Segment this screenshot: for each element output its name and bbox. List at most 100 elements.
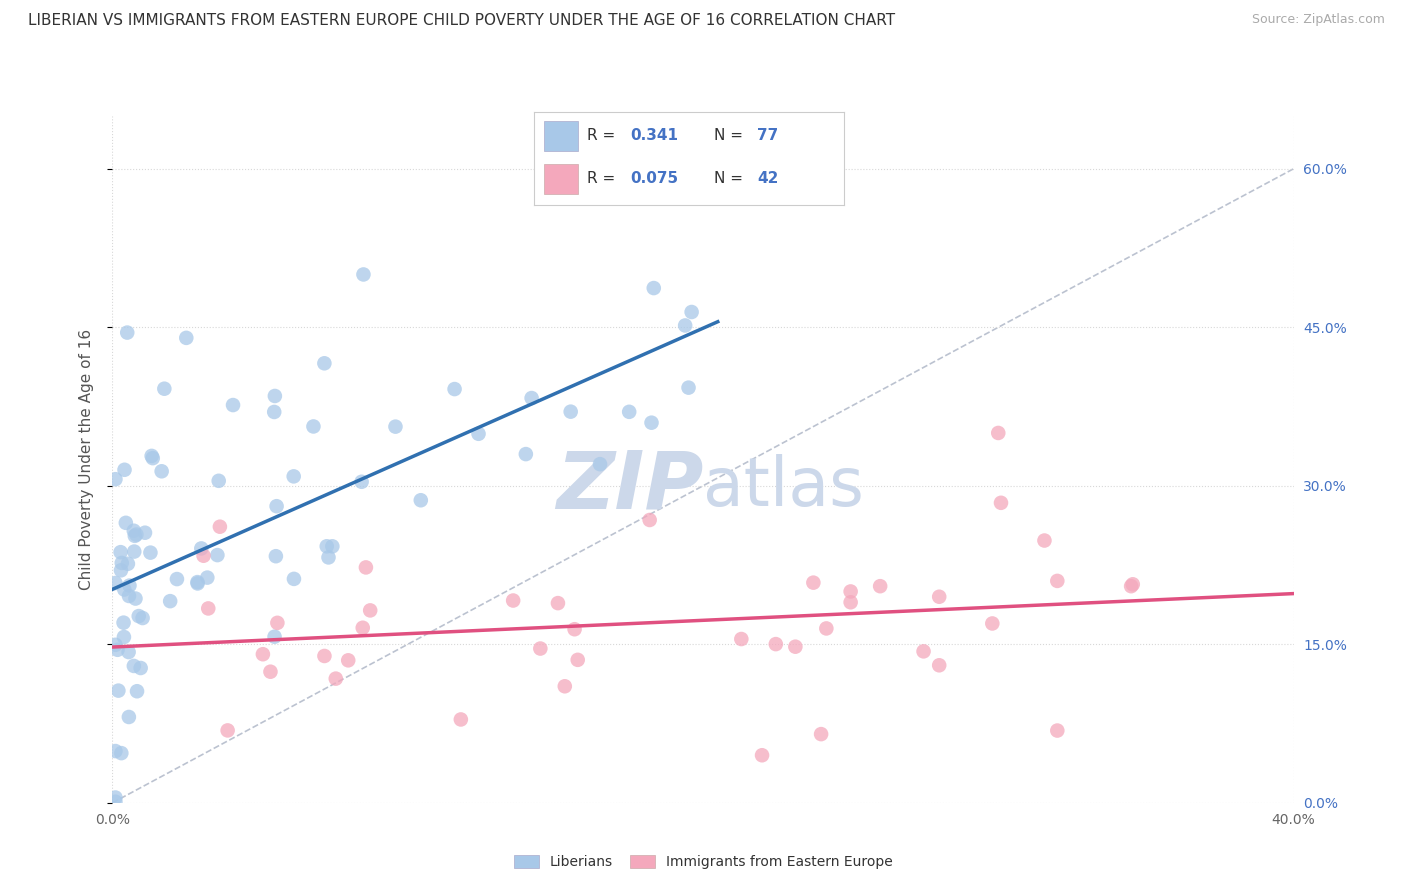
Point xyxy=(207,548,229,562)
Point xyxy=(150,464,173,478)
Point xyxy=(266,499,288,513)
Text: Source: ZipAtlas.com: Source: ZipAtlas.com xyxy=(1251,13,1385,27)
Point xyxy=(128,609,150,624)
Point xyxy=(302,419,325,434)
Point xyxy=(589,457,612,471)
Point xyxy=(110,563,132,577)
Point xyxy=(314,648,336,663)
Point xyxy=(928,590,950,604)
Point xyxy=(803,575,825,590)
Point xyxy=(1033,533,1056,548)
Point xyxy=(547,596,569,610)
Point xyxy=(325,672,347,686)
Point xyxy=(554,679,576,693)
Point xyxy=(208,474,231,488)
Point xyxy=(104,795,127,809)
Point xyxy=(124,591,146,606)
Text: N =: N = xyxy=(714,128,748,144)
Point xyxy=(815,622,838,636)
Point xyxy=(990,496,1012,510)
Point xyxy=(122,544,145,558)
Point xyxy=(139,546,162,560)
Point xyxy=(520,391,543,405)
Point xyxy=(193,549,215,563)
Point xyxy=(467,426,489,441)
Point xyxy=(110,746,132,760)
Point xyxy=(104,638,127,652)
Point xyxy=(981,616,1004,631)
Text: R =: R = xyxy=(586,128,620,144)
Point xyxy=(129,661,152,675)
Legend: Liberians, Immigrants from Eastern Europe: Liberians, Immigrants from Eastern Europ… xyxy=(508,850,898,875)
Point xyxy=(186,575,208,590)
Point xyxy=(166,572,188,586)
Point xyxy=(217,723,239,738)
Text: ZIP: ZIP xyxy=(555,448,703,526)
Point xyxy=(681,305,703,319)
Point xyxy=(110,545,132,559)
Point xyxy=(350,475,373,489)
Point xyxy=(443,382,465,396)
Point xyxy=(112,582,135,597)
Point xyxy=(730,632,752,646)
Point xyxy=(112,630,135,644)
Point xyxy=(118,578,141,592)
Point xyxy=(118,589,141,603)
Point xyxy=(502,593,524,607)
Point xyxy=(337,653,360,667)
Point xyxy=(283,469,305,483)
Point xyxy=(259,665,281,679)
Point xyxy=(409,493,432,508)
Point xyxy=(928,658,950,673)
Point xyxy=(765,637,787,651)
Point xyxy=(869,579,891,593)
Point xyxy=(839,595,862,609)
Point xyxy=(515,447,537,461)
Point xyxy=(450,713,472,727)
Point xyxy=(912,644,935,658)
Point xyxy=(619,405,641,419)
Point xyxy=(354,560,377,574)
Text: N =: N = xyxy=(714,171,748,186)
Point xyxy=(104,790,127,805)
Point xyxy=(125,684,148,698)
Bar xyxy=(544,164,578,194)
Point xyxy=(1046,723,1069,738)
Point xyxy=(153,382,176,396)
Point xyxy=(638,513,661,527)
Point xyxy=(529,641,551,656)
Point xyxy=(1046,574,1069,588)
Text: 0.341: 0.341 xyxy=(630,128,678,144)
Point xyxy=(384,419,406,434)
Point xyxy=(104,576,127,591)
Point xyxy=(751,748,773,763)
Point xyxy=(318,550,340,565)
Point xyxy=(141,449,163,463)
Point xyxy=(117,326,138,340)
Point xyxy=(785,640,807,654)
Point xyxy=(263,630,285,644)
Point xyxy=(124,529,146,543)
Point xyxy=(810,727,832,741)
Point xyxy=(195,571,218,585)
Point xyxy=(131,611,153,625)
Bar xyxy=(544,120,578,151)
Point xyxy=(114,516,136,530)
Point xyxy=(114,463,136,477)
Point xyxy=(1119,579,1142,593)
Point xyxy=(264,549,287,564)
Point xyxy=(352,268,374,282)
Point xyxy=(352,621,374,635)
Point xyxy=(283,572,305,586)
Text: 77: 77 xyxy=(756,128,779,144)
Point xyxy=(134,525,156,540)
Point xyxy=(252,647,274,661)
Point xyxy=(122,524,145,538)
Point xyxy=(104,472,127,486)
Point xyxy=(839,584,862,599)
Point xyxy=(142,451,165,466)
Point xyxy=(187,576,209,591)
Point xyxy=(678,381,700,395)
Point xyxy=(208,519,231,533)
Point xyxy=(266,615,288,630)
